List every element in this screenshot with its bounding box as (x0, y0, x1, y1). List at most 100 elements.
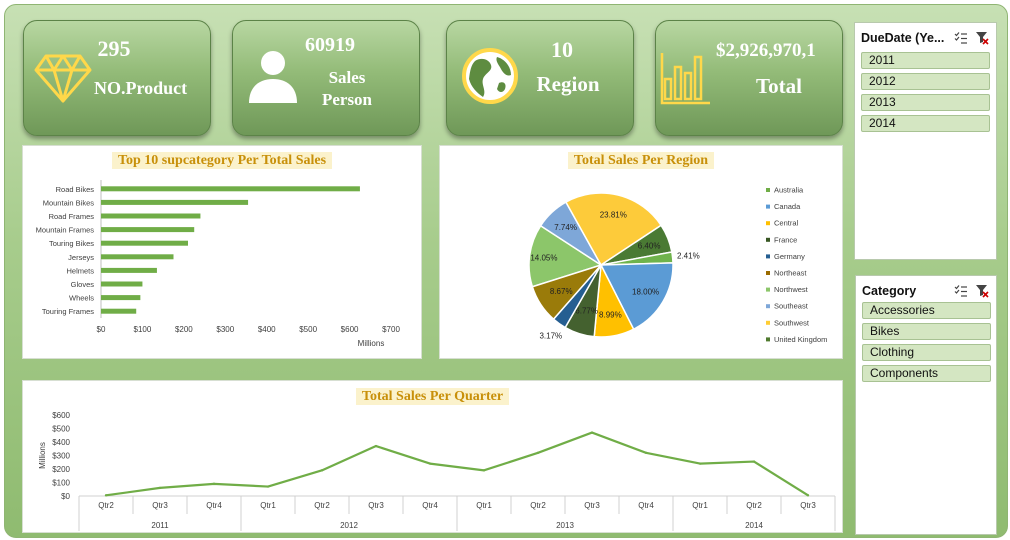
quarter-label: Qtr3 (800, 501, 816, 510)
line-point (698, 462, 702, 465)
bar-category-label: Touring Bikes (49, 239, 94, 248)
kpi-value-total: $2,926,970,1 (716, 41, 816, 61)
legend-entry: Northeast (774, 269, 807, 278)
pie-slice (528, 224, 603, 288)
quarter-label: Qtr2 (530, 501, 546, 510)
bar-category-label: Road Bikes (56, 185, 95, 194)
legend-entry: Australia (774, 186, 804, 195)
category-slicer: Category Accessories Bikes Clothing Comp… (855, 275, 997, 535)
quarter-label: Qtr4 (638, 501, 654, 510)
bar-category-label: Road Frames (49, 212, 95, 221)
bar-category-label: Helmets (66, 266, 94, 275)
line-point (320, 469, 324, 472)
line-y-tick-label: $200 (52, 465, 70, 474)
pie-chart: 14.05% 7.74% 23.81% 6.40% 2.41% 18.00% 8.99%6.… (528, 186, 827, 344)
bar (101, 227, 195, 233)
bar (101, 281, 143, 287)
kpi-value-region: 10 (551, 37, 573, 62)
bar-x-tick-label: $500 (299, 325, 317, 334)
duedate-slicer: DueDate (Ye... 2011 2012 2013 2014 (854, 22, 997, 260)
line-point (266, 485, 270, 488)
bar (101, 213, 201, 219)
kpi-card-salesperson: 60919 Sales Person (232, 20, 420, 136)
bar-chart-panel: Top 10 supcategory Per Total Sales Road … (22, 145, 422, 359)
bar-chart: Road Bikes Mountain Bikes Road Frames Mount… (36, 180, 400, 348)
pie-data-label: 7.74% (554, 223, 577, 232)
bar-x-tick-label: $700 (382, 325, 400, 334)
bar (101, 295, 141, 301)
multi-select-icon[interactable] (954, 31, 968, 45)
kpi-card-total: $2,926,970,1 Total (655, 20, 843, 136)
bar-category-label: Jerseys (68, 253, 94, 262)
pie-chart-panel: Total Sales Per Region 14.05% 7.74% 23.81%… (439, 145, 843, 359)
bar-x-tick-label: $600 (341, 325, 359, 334)
person-icon (249, 51, 297, 103)
sales-line (105, 431, 809, 497)
legend-swatch (766, 204, 770, 209)
legend-swatch (766, 320, 770, 325)
line-y-axis-label: Millions (38, 442, 47, 469)
bar-chart-title: Top 10 supcategory Per Total Sales (23, 152, 421, 169)
line-y-tick-label: $100 (52, 479, 70, 488)
bar (101, 308, 137, 314)
kpi-card-region: 10 Region (446, 20, 634, 136)
pie-data-label: 23.81% (600, 211, 627, 220)
kpi-label-total: Total (756, 74, 802, 98)
legend-swatch (766, 221, 770, 226)
pie-data-label: 3.17% (539, 331, 562, 340)
bar (101, 267, 157, 273)
slicer-item-components[interactable]: Components (862, 365, 991, 382)
bar (101, 254, 174, 260)
clear-filter-icon[interactable] (975, 31, 989, 45)
year-label: 2014 (745, 521, 763, 530)
legend-swatch (766, 287, 770, 292)
duedate-slicer-title: DueDate (Ye... (861, 31, 945, 45)
line-y-tick-label: $300 (52, 452, 70, 461)
quarter-label: Qtr3 (584, 501, 600, 510)
line-point (428, 462, 432, 465)
kpi-label-salesperson-line2: Person (321, 90, 373, 109)
bar-category-label: Wheels (69, 294, 94, 303)
bar-category-label: Mountain Frames (36, 226, 95, 235)
slicer-item-2011[interactable]: 2011 (861, 52, 990, 69)
category-slicer-title: Category (862, 284, 917, 298)
bar-x-tick-label: $100 (134, 325, 152, 334)
slicer-item-2013[interactable]: 2013 (861, 94, 990, 111)
bar-x-tick-label: $0 (97, 325, 106, 334)
legend-swatch (766, 304, 770, 309)
pie-data-label: 8.99% (599, 311, 622, 320)
line-point (752, 460, 756, 463)
kpi-label-products: NO.Product (94, 78, 188, 98)
pie-data-label: 6.77% (575, 306, 598, 315)
pie-slice (564, 192, 663, 267)
quarter-label: Qtr1 (692, 501, 708, 510)
bar-category-label: Mountain Bikes (43, 198, 95, 207)
legend-entry: Germany (774, 252, 805, 261)
slicer-item-2014[interactable]: 2014 (861, 115, 990, 132)
year-label: 2012 (340, 521, 358, 530)
multi-select-icon[interactable] (954, 284, 968, 298)
year-label: 2013 (556, 521, 574, 530)
quarter-label: Qtr4 (422, 501, 438, 510)
bar-category-label: Touring Frames (42, 307, 94, 316)
pie-data-label: 6.40% (638, 242, 661, 251)
bar-x-tick-label: $200 (175, 325, 193, 334)
line-point (644, 451, 648, 454)
slicer-item-accessories[interactable]: Accessories (862, 302, 991, 319)
legend-swatch (766, 337, 770, 342)
quarter-label: Qtr2 (746, 501, 762, 510)
clear-filter-icon[interactable] (975, 284, 989, 298)
line-chart: $0 $100 $200 $300 $400 $500 $600 Millions Qtr2 Qt… (38, 411, 836, 531)
bar (101, 240, 188, 246)
bar-chart-icon (660, 53, 710, 105)
line-point (104, 494, 108, 497)
slicer-item-2012[interactable]: 2012 (861, 73, 990, 90)
pie-data-label: 2.41% (677, 252, 700, 261)
slicer-item-clothing[interactable]: Clothing (862, 344, 991, 361)
slicer-item-bikes[interactable]: Bikes (862, 323, 991, 340)
kpi-value-salesperson: 60919 (305, 34, 355, 56)
bar-x-tick-label: $400 (258, 325, 276, 334)
bar-x-axis-label: Millions (358, 339, 385, 348)
quarter-label: Qtr1 (260, 501, 276, 510)
legend-entry: Canada (774, 202, 801, 211)
